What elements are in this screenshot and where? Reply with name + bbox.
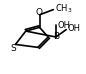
Text: OH: OH	[68, 24, 80, 33]
Text: OH: OH	[57, 21, 70, 30]
Text: S: S	[10, 44, 16, 53]
Text: CH$_3$: CH$_3$	[55, 2, 73, 15]
Text: O: O	[35, 8, 42, 17]
Text: B: B	[53, 32, 59, 41]
